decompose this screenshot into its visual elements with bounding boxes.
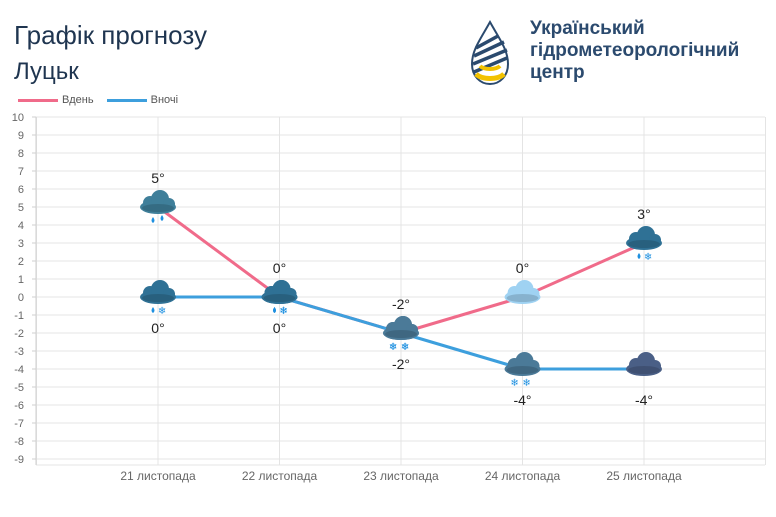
cloud-shadow <box>142 294 174 302</box>
data-label: -4° <box>513 392 531 408</box>
x-tick-label: 25 листопада <box>606 469 682 483</box>
city-name: Луцьк <box>14 58 79 85</box>
cloud-shadow <box>506 366 539 374</box>
data-label: 0° <box>273 260 286 276</box>
chart-legend: Вдень Вночі <box>18 94 188 106</box>
legend-swatch-day <box>18 98 58 102</box>
y-tick-label: -9 <box>14 454 24 466</box>
data-label: 0° <box>516 260 529 276</box>
page-title: Графік прогнозу <box>14 20 207 50</box>
legend-item-day[interactable]: Вдень <box>18 94 94 106</box>
data-label: 5° <box>151 170 164 186</box>
cloud-shadow <box>142 204 174 212</box>
raindrop <box>151 217 155 223</box>
y-tick-label: -1 <box>14 310 24 322</box>
y-tick-label: 8 <box>18 148 24 160</box>
y-tick-label: 2 <box>18 256 24 268</box>
data-label: -4° <box>635 392 653 408</box>
raindrop <box>637 253 641 259</box>
x-tick-label: 22 листопада <box>242 469 318 483</box>
snowflake: ❄ <box>401 342 409 353</box>
rain-snow-icon: ❄ <box>261 280 298 317</box>
snowflake: ❄ <box>279 306 287 317</box>
cloud-shadow <box>385 330 417 338</box>
snowflake: ❄ <box>644 252 652 263</box>
raindrop <box>160 215 164 221</box>
org-line-1: Український <box>530 18 645 39</box>
cloud-dark-icon <box>626 352 662 376</box>
snowflake: ❄ <box>279 306 287 317</box>
hydromet-logo-icon <box>470 19 510 86</box>
data-label: -2° <box>392 356 410 372</box>
y-tick-label: -3 <box>14 346 24 358</box>
data-label: 0° <box>273 320 286 336</box>
y-tick-label: -5 <box>14 382 24 394</box>
legend-label-day: Вдень <box>62 94 94 106</box>
y-tick-label: 6 <box>18 184 24 196</box>
rain-icon <box>140 190 176 223</box>
org-line-2: гідрометеорологічний <box>530 40 740 61</box>
y-tick-label: 9 <box>18 130 24 142</box>
y-tick-label: 0 <box>18 292 24 304</box>
snow-icon: ❄❄ <box>383 316 419 353</box>
legend-swatch-night <box>106 98 147 102</box>
snowflake: ❄ <box>510 378 518 389</box>
y-tick-label: -2 <box>14 328 24 340</box>
raindrop <box>273 307 276 313</box>
raindrop <box>151 307 155 313</box>
y-tick-label: 5 <box>18 202 24 214</box>
x-tick-label: 21 листопада <box>120 469 196 483</box>
snowflake: ❄ <box>158 306 166 317</box>
org-line-3: центр <box>530 62 585 83</box>
y-tick-label: 10 <box>12 112 24 124</box>
data-label: 0° <box>151 320 164 336</box>
cloud-shadow <box>263 294 296 302</box>
legend-item-night[interactable]: Вночі <box>106 94 179 106</box>
snow-icon: ❄❄ <box>504 352 541 389</box>
snowflake: ❄ <box>389 342 397 353</box>
cloud-shadow <box>628 366 660 374</box>
x-tick-label: 23 листопада <box>363 469 439 483</box>
y-tick-label: 3 <box>18 238 24 250</box>
y-tick-label: -7 <box>14 418 24 430</box>
cloud-shadow <box>506 294 539 302</box>
data-label: -2° <box>392 296 410 312</box>
snowflake: ❄ <box>401 342 409 353</box>
y-tick-label: 4 <box>18 220 24 232</box>
y-tick-label: -8 <box>14 436 24 448</box>
rain-snow-icon: ❄ <box>626 226 662 263</box>
legend-label-night: Вночі <box>150 94 179 106</box>
snowflake: ❄ <box>522 378 530 389</box>
y-tick-label: 1 <box>18 274 24 286</box>
rain-snow-icon: ❄ <box>140 280 176 317</box>
org-name: Український гідрометеорологічний центр <box>530 18 739 84</box>
x-tick-label: 24 листопада <box>485 469 561 483</box>
y-tick-label: -4 <box>14 364 24 376</box>
cloud-light-icon <box>504 280 541 304</box>
cloud-shadow <box>628 240 660 248</box>
y-tick-label: 7 <box>18 166 24 178</box>
data-label: 3° <box>637 206 650 222</box>
y-tick-label: -6 <box>14 400 24 412</box>
snowflake: ❄ <box>389 342 397 353</box>
